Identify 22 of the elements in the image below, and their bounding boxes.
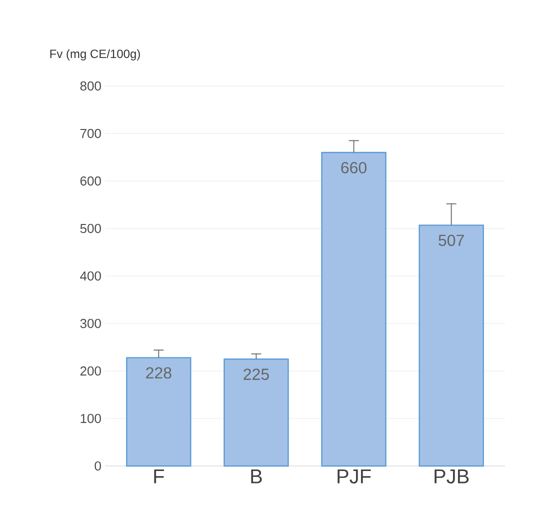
y-tick-label: 700 [80, 128, 101, 138]
data-label: 660 [341, 162, 366, 174]
y-tick-label: 300 [80, 318, 101, 328]
x-tick-label: F [154, 470, 164, 484]
bar [224, 358, 289, 467]
y-tick-label: 600 [80, 176, 101, 186]
y-tick-label: 200 [80, 366, 101, 376]
y-tick-label: 100 [80, 414, 101, 424]
data-label: 225 [244, 368, 269, 380]
x-tick-label: PJB [434, 470, 469, 484]
x-tick-label: B [251, 470, 262, 484]
bar [321, 152, 386, 467]
bar [418, 224, 484, 467]
y-tick-label: 400 [80, 271, 101, 281]
y-tick-label: 0 [94, 461, 101, 471]
data-label: 228 [146, 367, 172, 379]
x-tick-label: PJF [338, 470, 371, 484]
data-label: 507 [438, 234, 464, 246]
bar [126, 357, 192, 467]
y-tick-label: 500 [80, 224, 101, 234]
y-tick-label: 800 [80, 81, 101, 91]
y-axis-title: Fv (mg CE/100g) [50, 49, 140, 60]
